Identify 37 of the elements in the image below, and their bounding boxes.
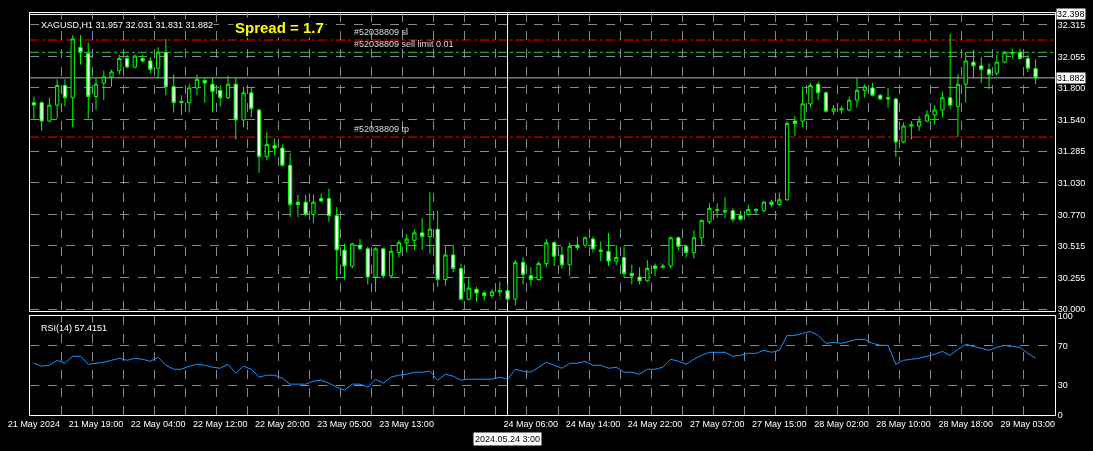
x-tick-label: 28 May 18:00 — [938, 418, 993, 429]
x-tick-label: 22 May 20:00 — [255, 418, 310, 429]
y-tick-label: 32.055 — [1057, 51, 1086, 62]
ref-line-label: 31.882 — [1057, 73, 1085, 83]
y-tick-label: 0 — [1057, 410, 1063, 421]
ref-line-label: #52038809 sl — [354, 27, 409, 37]
x-tick-label: 28 May 10:00 — [876, 418, 931, 429]
y-tick-label: 31.030 — [1057, 177, 1086, 188]
y-tick-label: 32.315 — [1057, 19, 1086, 30]
y-tick-label: 31.285 — [1057, 146, 1086, 157]
x-tick-label: 24 May 22:00 — [627, 418, 683, 429]
y-tick-label: 30 — [1057, 380, 1068, 391]
y-tick-label: 70 — [1057, 340, 1068, 351]
ref-line-label: 32.398 — [1057, 9, 1085, 19]
x-tick-label: 28 May 02:00 — [814, 418, 869, 429]
x-tick-label: 23 May 13:00 — [379, 418, 434, 429]
text: XAGUSD,H1 31.957 32.031 31.831 31.882 — [41, 20, 214, 30]
x-tick-label: 22 May 04:00 — [130, 418, 186, 429]
x-tick-label: 27 May 07:00 — [689, 418, 745, 429]
x-tick-label: 27 May 15:00 — [752, 418, 807, 429]
ref-line-label: #52038809 sell limit 0.01 — [354, 39, 454, 49]
y-tick-label: 30.515 — [1057, 240, 1086, 251]
y-tick-label: 30.255 — [1057, 272, 1086, 283]
x-tick-label: 24 May 06:00 — [503, 418, 559, 429]
y-tick-label: 31.800 — [1057, 83, 1086, 94]
x-tick-label: 21 May 19:00 — [68, 418, 124, 429]
y-tick-label: 30.770 — [1057, 209, 1086, 220]
x-tick-label: 22 May 12:00 — [192, 418, 248, 429]
x-tick-label: 2024.05.24 3:00 — [475, 434, 541, 444]
ref-line-label: #52038809 tp — [354, 124, 410, 134]
x-tick-label: 29 May 03:00 — [1000, 418, 1056, 429]
annotation: Spread = 1.7 — [235, 19, 324, 36]
x-tick-label: 21 May 2024 — [7, 418, 60, 429]
x-tick-label: 23 May 05:00 — [317, 418, 372, 429]
text: RSI(14) 57.4151 — [41, 323, 108, 333]
y-tick-label: 31.540 — [1057, 115, 1086, 126]
x-tick-label: 24 May 14:00 — [565, 418, 621, 429]
